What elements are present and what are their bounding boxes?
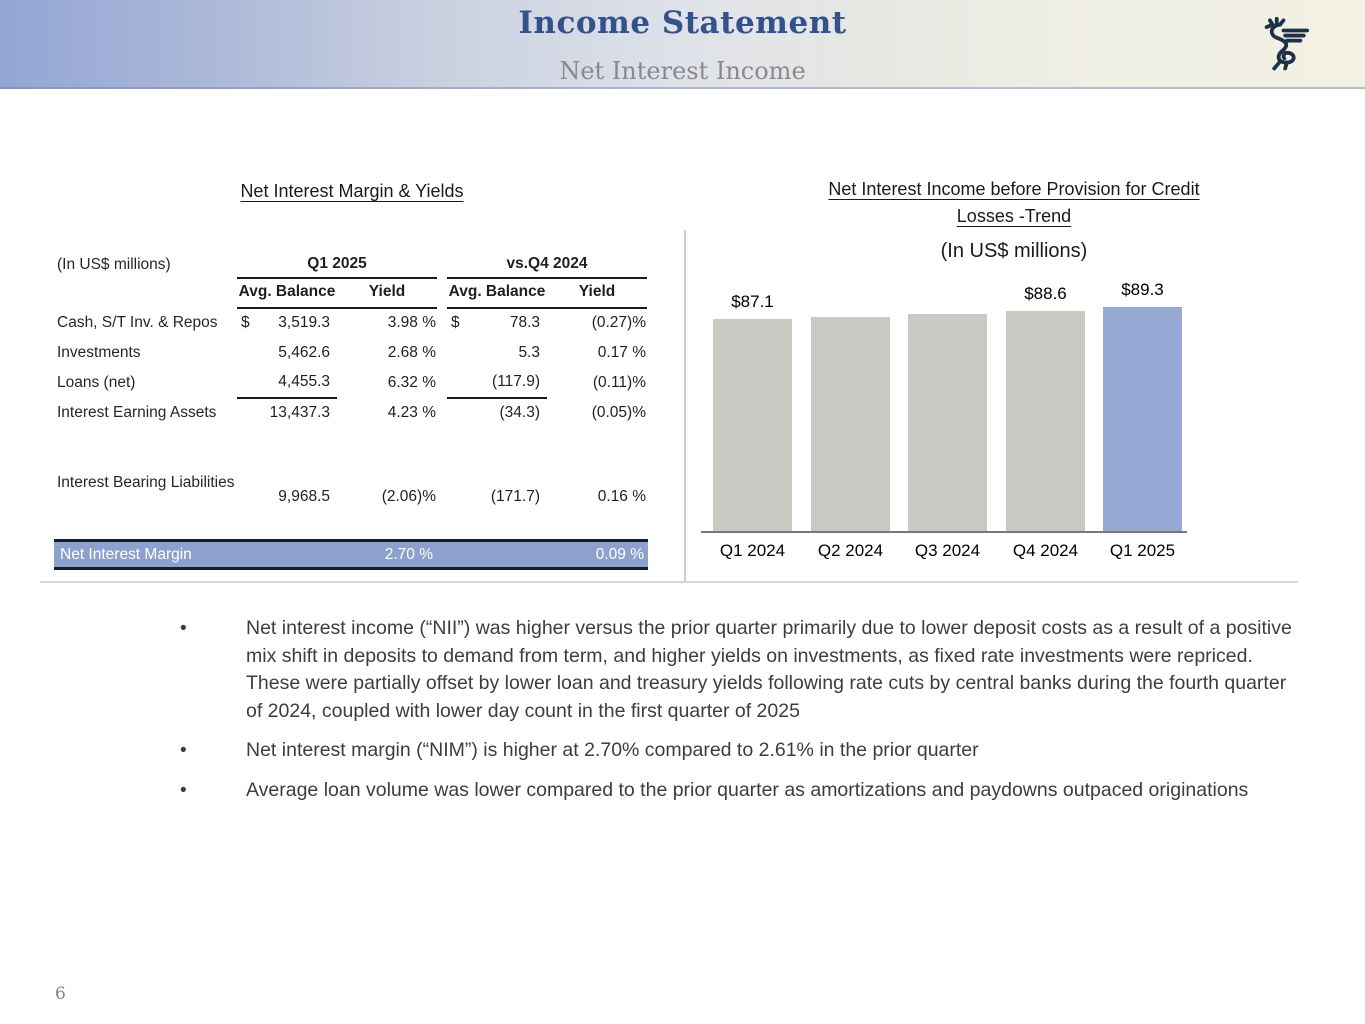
bar-q1-2024	[713, 319, 792, 531]
bar-q1-2025	[1103, 307, 1182, 531]
page-subtitle: Net Interest Income	[559, 57, 806, 85]
column-gap	[437, 252, 447, 278]
x-axis-label: Q3 2024	[914, 541, 981, 560]
bar-value-label: $89.3	[1121, 280, 1164, 299]
bullet-dot: •	[180, 740, 187, 761]
total-q4-yield: 0.09 %	[595, 545, 644, 563]
bullet-item: • Net interest income (“NII”) was higher…	[180, 615, 1292, 725]
bar-q2-2024	[811, 317, 890, 531]
total-row-label: Net Interest Margin	[60, 545, 192, 563]
net-interest-margin-total-row: Net Interest Margin 2.70 % 0.09 %	[54, 539, 648, 570]
table-group-header-row: (In US$ millions) Q1 2025 vs.Q4 2024	[57, 251, 647, 279]
chart-title: Net Interest Income before Provision for…	[828, 179, 1200, 226]
total-q1-yield: 2.70 %	[384, 545, 433, 563]
content-footer-divider	[40, 581, 1298, 583]
commentary-bullets: • Net interest income (“NII”) was higher…	[180, 615, 1292, 816]
bar-q3-2024	[908, 314, 987, 531]
table-subheader-row: Avg. Balance Yield Avg. Balance Yield	[57, 277, 647, 309]
table-chart-divider	[684, 230, 686, 582]
table-title: Net Interest Margin & Yields	[240, 181, 464, 201]
bar-q4-2024	[1006, 311, 1085, 531]
table-row: Interest Bearing Liabilities 9,968.5 (2.…	[57, 473, 646, 505]
bar-chart-plot: $87.1 Q1 2024 Q2 2024 Q3 2024 $88.6 Q4 2024 $8…	[703, 270, 1185, 560]
bar-value-label: $88.6	[1024, 284, 1067, 303]
subheader-yield-q1: Yield	[337, 277, 437, 309]
bullet-item: • Net interest margin (“NIM”) is higher …	[180, 737, 1292, 765]
table-units-note: (In US$ millions)	[57, 256, 171, 273]
table-row: Interest Earning Assets 13,437.3 4.23 % …	[57, 404, 646, 421]
x-axis-label: Q4 2024	[1012, 541, 1079, 560]
page-title: Income Statement	[518, 5, 847, 41]
subheader-yield-q4: Yield	[547, 277, 647, 309]
chart-baseline-axis	[701, 531, 1187, 533]
griffin-logo-icon	[1259, 16, 1313, 71]
table-row: Loans (net) 4,455.3 6.32 % (117.9) (0.11…	[57, 368, 647, 399]
x-axis-label: Q1 2025	[1109, 541, 1176, 560]
header-band: Income Statement Net Interest Income	[0, 0, 1365, 89]
bar-value-label: $87.1	[731, 292, 774, 311]
table-row: Cash, S/T Inv. & Repos $3,519.3 3.98 % $…	[57, 314, 646, 331]
x-axis-label: Q2 2024	[817, 541, 884, 560]
page-number: 6	[55, 984, 66, 1004]
x-axis-label: Q1 2024	[719, 541, 786, 560]
dollar-sign: $	[241, 314, 250, 331]
column-group-vs-q4-2024: vs.Q4 2024	[447, 251, 647, 279]
bullet-item: • Average loan volume was lower compared…	[180, 777, 1292, 805]
table-row: Investments 5,462.6 2.68 % 5.3 0.17 %	[57, 344, 646, 361]
subheader-avg-balance-q1: Avg. Balance	[237, 277, 337, 309]
subheader-avg-balance-q4: Avg. Balance	[447, 277, 547, 309]
column-group-q1-2025: Q1 2025	[237, 251, 437, 279]
bullet-dot: •	[180, 618, 187, 639]
net-interest-margin-table: (In US$ millions) Q1 2025 vs.Q4 2024 Avg…	[57, 252, 647, 510]
dollar-sign: $	[451, 314, 460, 331]
bullet-dot: •	[180, 779, 187, 801]
chart-units-note: (In US$ millions)	[940, 240, 1088, 262]
